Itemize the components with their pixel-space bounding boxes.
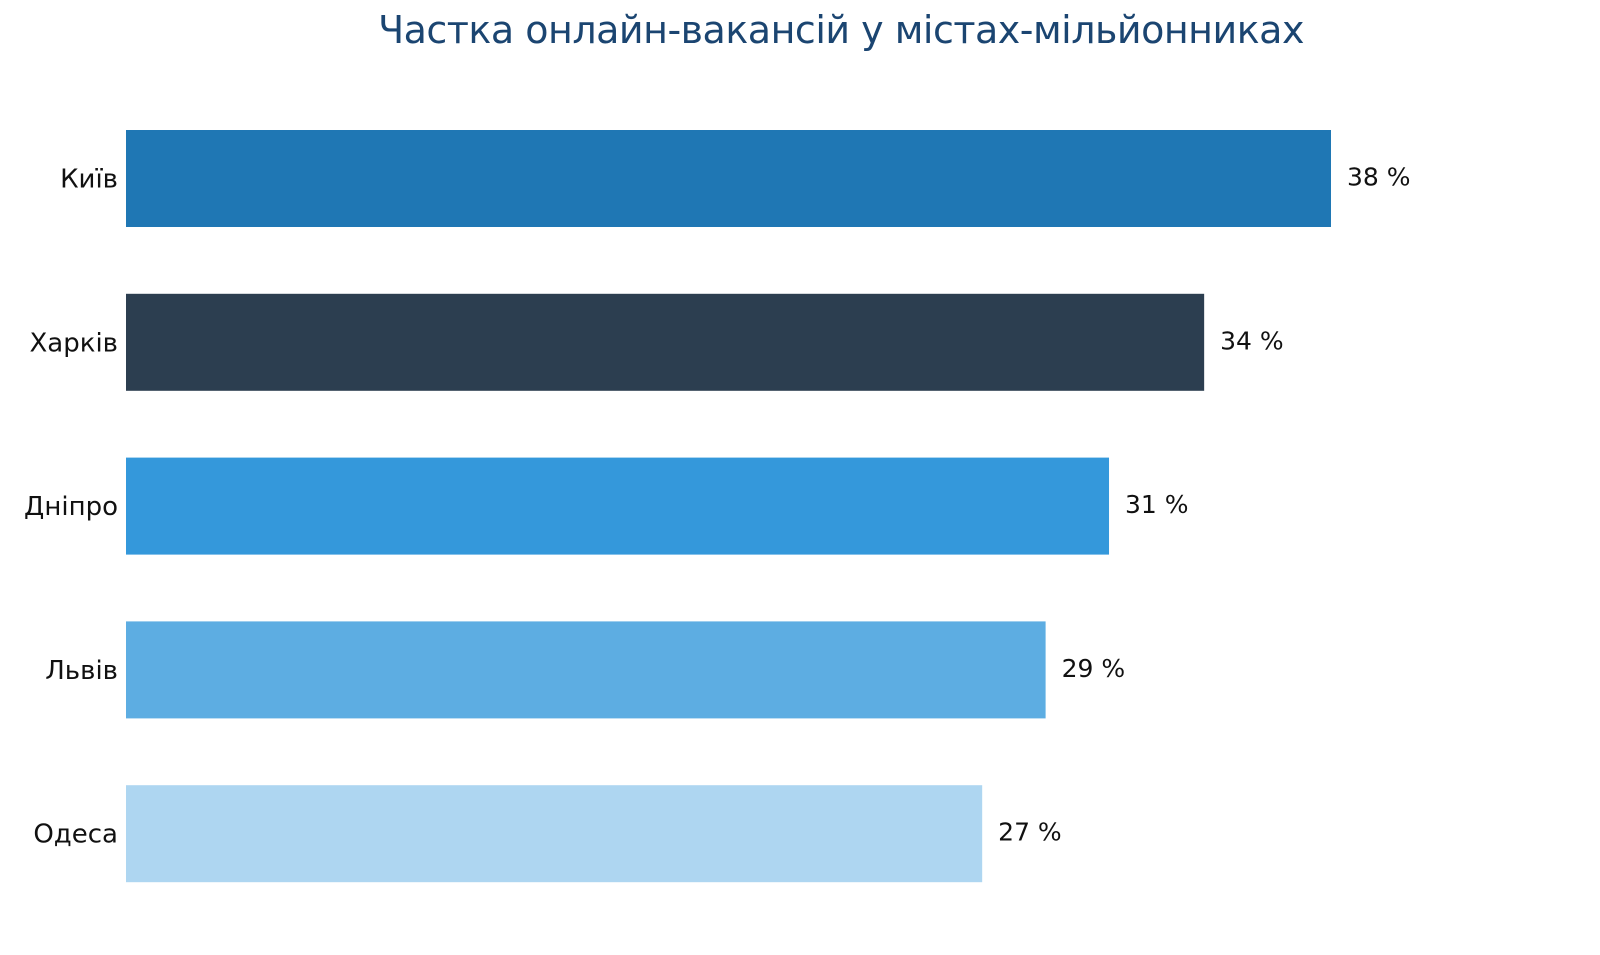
category-label: Одеса [33, 820, 118, 850]
category-label: Львів [45, 656, 118, 686]
category-label: Дніпро [24, 492, 118, 522]
chart-title: Частка онлайн-вакансій у містах-мільйонн… [378, 8, 1304, 52]
value-label: 38 % [1347, 163, 1411, 192]
value-label: 34 % [1220, 326, 1284, 355]
value-label: 27 % [998, 818, 1062, 847]
value-label: 31 % [1125, 490, 1189, 519]
category-label: Харків [30, 328, 119, 358]
bar [126, 457, 1110, 555]
value-label: 29 % [1062, 654, 1126, 683]
bar [126, 621, 1046, 719]
bar [126, 293, 1205, 391]
bar [126, 785, 983, 883]
bar [126, 130, 1331, 227]
category-label: Київ [60, 165, 118, 195]
